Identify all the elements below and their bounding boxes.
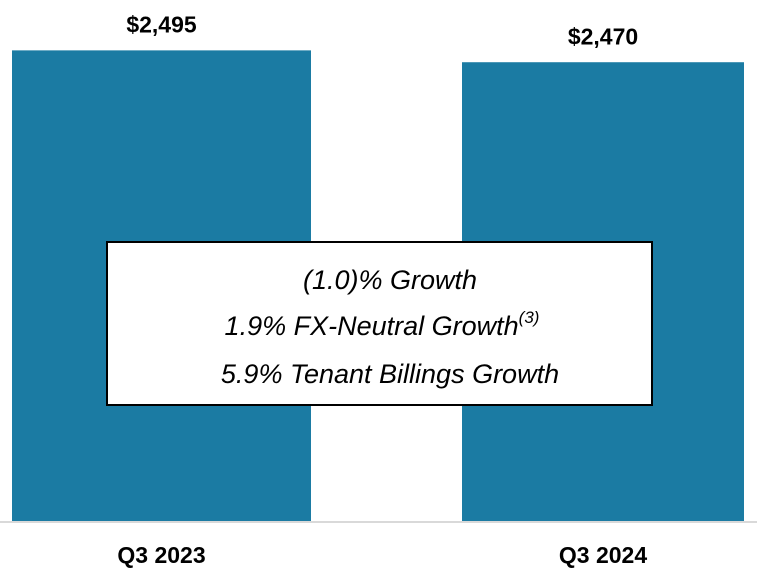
value-label: $2,495 (126, 11, 197, 37)
annotation-text: 1.9% FX-Neutral Growth (225, 311, 519, 341)
annotation-line: (1.0)% Growth (303, 265, 477, 295)
annotation-box (106, 241, 653, 406)
annotation-line: 5.9% Tenant Billings Growth (221, 359, 559, 389)
x-tick-label: Q3 2024 (559, 542, 647, 568)
annotation-line: 1.9% FX-Neutral Growth(3) (225, 308, 540, 341)
value-label: $2,470 (568, 23, 638, 49)
x-tick-label: Q3 2023 (117, 542, 205, 568)
footnote-marker: (3) (519, 308, 540, 327)
